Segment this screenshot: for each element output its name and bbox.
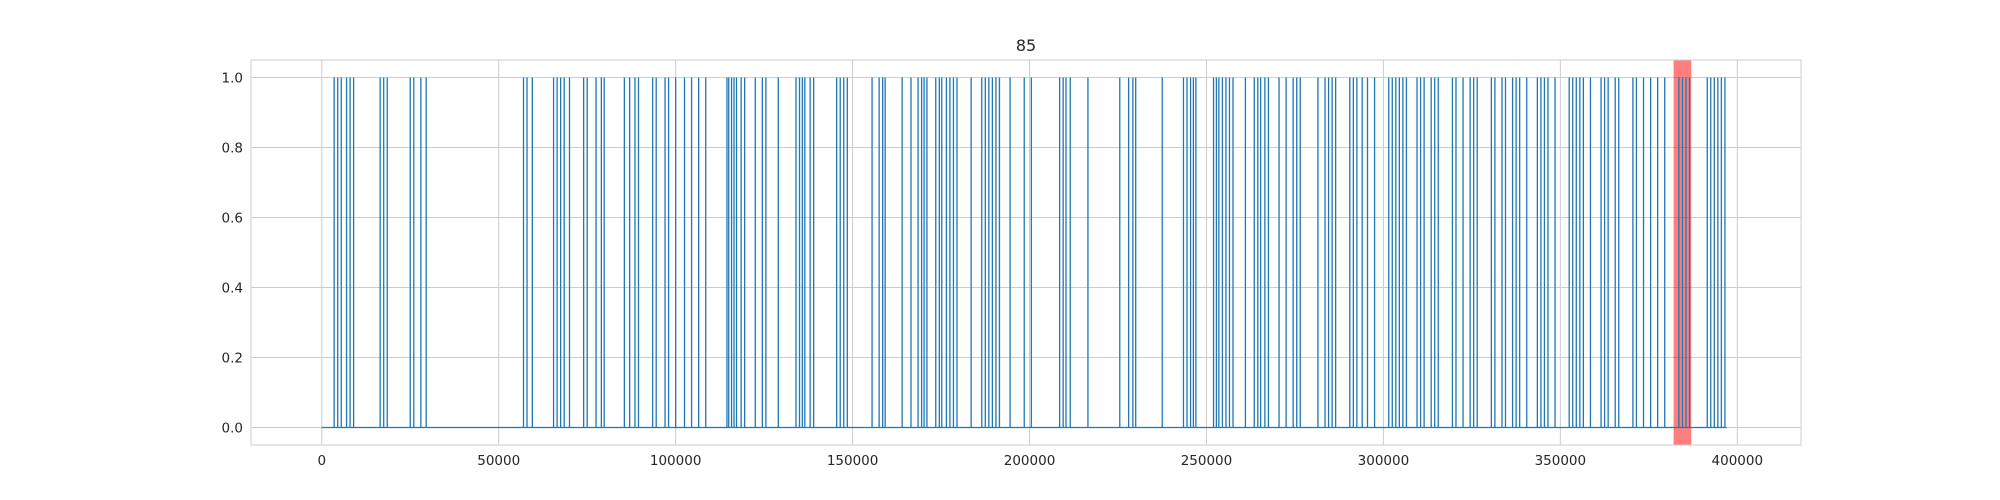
y-tick-label: 1.0 — [222, 71, 243, 87]
y-tick-label: 0.2 — [222, 351, 243, 367]
series-line-layer — [321, 77, 1727, 429]
x-tick-label: 250000 — [1181, 453, 1233, 469]
x-tick-label: 0 — [317, 453, 326, 469]
y-tick-label: 0.8 — [222, 141, 243, 157]
y-tick-label: 0.6 — [222, 211, 243, 227]
x-tick-label: 350000 — [1535, 453, 1587, 469]
y-axis-ticks: 0.0 0.2 0.4 0.6 0.8 1.0 — [222, 71, 243, 437]
chart-title: 85 — [1016, 36, 1036, 55]
x-tick-label: 100000 — [650, 453, 702, 469]
x-tick-label: 50000 — [477, 453, 520, 469]
x-tick-label: 150000 — [827, 453, 879, 469]
y-tick-label: 0.4 — [222, 281, 243, 297]
x-tick-label: 200000 — [1004, 453, 1056, 469]
x-axis-ticks: 0 50000 100000 150000 200000 250000 300000 3500… — [317, 453, 1763, 469]
plot-frame — [250, 59, 1802, 446]
x-tick-label: 400000 — [1712, 453, 1764, 469]
grid — [251, 60, 1801, 445]
y-tick-label: 0.0 — [222, 421, 243, 437]
x-tick-label: 300000 — [1358, 453, 1410, 469]
